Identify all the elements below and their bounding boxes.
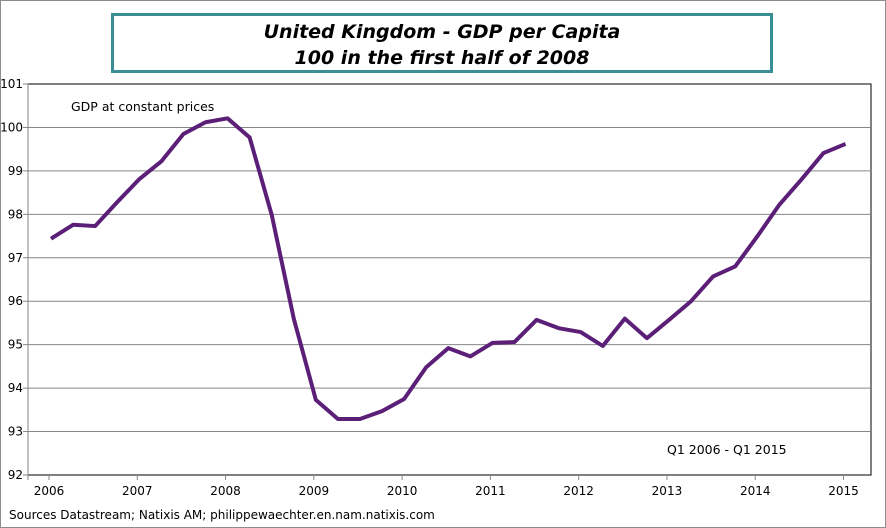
x-tick-label: 2010 (387, 484, 418, 498)
y-axis: 92 93 94 95 96 97 98 99 100 101 (1, 77, 29, 482)
x-tick-label: 2015 (828, 484, 859, 498)
y-tick-label: 98 (8, 207, 23, 221)
x-tick-label: 2012 (563, 484, 594, 498)
x-tick-label: 2009 (299, 484, 330, 498)
y-tick-label: 93 (8, 425, 23, 439)
x-axis: 2006 2007 2008 2009 2010 2011 2012 2013 2014 2015 (34, 475, 859, 498)
y-tick-label: 94 (8, 381, 23, 395)
y-tick-label: 96 (8, 294, 23, 308)
y-tick-label: 95 (8, 338, 23, 352)
x-tick-label: 2014 (740, 484, 771, 498)
chart-subtitle: 100 in the first half of 2008 (294, 47, 590, 69)
y-tick-label: 101 (1, 77, 23, 91)
x-tick-label: 2007 (122, 484, 153, 498)
x-tick-label: 2008 (210, 484, 241, 498)
y-tick-label: 100 (1, 120, 23, 134)
chart-title: United Kingdom - GDP per Capita (263, 21, 621, 43)
y-tick-label: 99 (8, 164, 23, 178)
y-tick-label: 97 (8, 251, 23, 265)
x-tick-label: 2006 (34, 484, 65, 498)
series-label: GDP at constant prices (71, 99, 214, 114)
x-tick-label: 2013 (652, 484, 683, 498)
series-group (49, 116, 847, 421)
period-annotation: Q1 2006 - Q1 2015 (667, 442, 787, 457)
chart-title-box: United Kingdom - GDP per Capita 100 in t… (111, 13, 773, 73)
gridlines (27, 83, 872, 476)
y-tick-label: 92 (8, 468, 23, 482)
source-footer: Sources Datastream; Natixis AM; philippe… (9, 508, 435, 522)
plot-area (27, 83, 872, 476)
x-tick-label: 2011 (475, 484, 506, 498)
series-line (49, 116, 847, 421)
